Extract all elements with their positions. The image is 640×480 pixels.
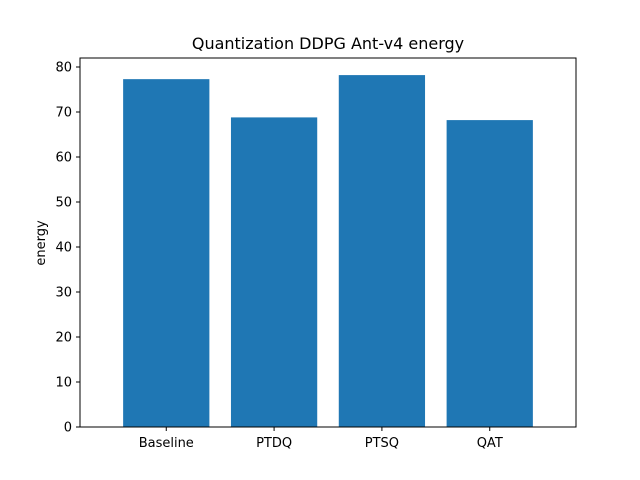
bars-group	[123, 75, 533, 428]
bar-ptdq	[230, 117, 318, 428]
y-tick-label: 40	[55, 241, 72, 256]
bar-qat	[446, 120, 533, 427]
y-axis-ticks: 0 10 20 30 40 50 60 70 80	[55, 61, 80, 436]
y-tick-label: 20	[55, 331, 72, 346]
chart-title: Quantization DDPG Ant-v4 energy	[192, 34, 464, 53]
bar-baseline	[123, 79, 210, 428]
x-tick-label: QAT	[477, 436, 503, 451]
y-tick-label: 80	[55, 61, 72, 76]
y-axis-label: energy	[34, 220, 49, 266]
x-tick-label: PTSQ	[365, 436, 399, 451]
y-tick-label: 30	[55, 286, 72, 301]
y-tick-label: 70	[55, 106, 72, 121]
y-tick-label: 0	[64, 421, 72, 436]
y-tick-label: 10	[55, 376, 72, 391]
plot-frame	[79, 57, 577, 428]
bar-ptsq	[338, 75, 426, 427]
x-tick-label: Baseline	[139, 436, 194, 451]
x-tick-label: PTDQ	[256, 436, 292, 451]
y-tick-label: 60	[55, 151, 72, 166]
y-tick-label: 50	[55, 196, 72, 211]
x-axis-ticks: Baseline PTDQ PTSQ QAT	[139, 427, 503, 451]
